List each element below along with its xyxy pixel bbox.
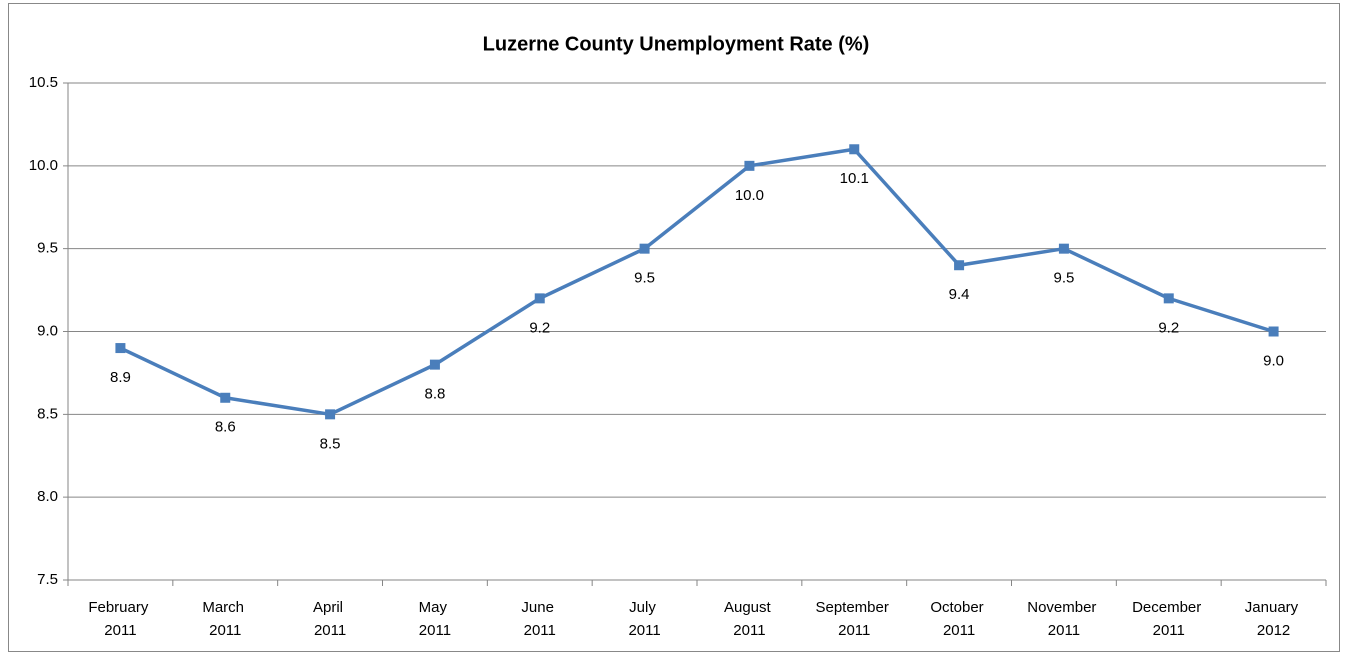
- x-tick-label: February 2011: [88, 599, 152, 639]
- marker: [115, 343, 126, 354]
- x-tick-label: August 2011: [724, 599, 775, 639]
- marker: [954, 260, 965, 271]
- y-tick-label: 8.0: [37, 488, 58, 505]
- data-label: 9.2: [1158, 319, 1179, 336]
- data-label: 9.0: [1263, 352, 1284, 369]
- x-tick-label: April 2011: [313, 599, 347, 639]
- data-label: 8.8: [424, 386, 445, 403]
- x-tick-label: January 2012: [1245, 599, 1303, 639]
- marker: [639, 243, 650, 254]
- y-tick-label: 10.5: [29, 74, 58, 91]
- data-label: 9.2: [529, 319, 550, 336]
- y-tick-label: 7.5: [37, 571, 58, 588]
- data-label: 8.6: [215, 419, 236, 436]
- x-tick-label: September 2011: [815, 599, 893, 639]
- data-label: 9.4: [949, 286, 970, 303]
- x-tick-label: July 2011: [628, 599, 660, 639]
- y-tick-label: 9.0: [37, 322, 58, 339]
- marker: [849, 144, 860, 155]
- chart-border: [8, 3, 1340, 652]
- marker: [220, 392, 231, 403]
- data-label: 8.5: [320, 435, 341, 452]
- y-tick-label: 9.5: [37, 240, 58, 257]
- chart-title: Luzerne County Unemployment Rate (%): [483, 33, 870, 55]
- marker: [1268, 326, 1279, 337]
- series-line: [119, 147, 1275, 417]
- marker: [429, 359, 440, 370]
- marker: [744, 160, 755, 171]
- marker: [325, 409, 336, 420]
- data-label: 8.9: [110, 369, 131, 386]
- data-label: 9.5: [634, 270, 655, 287]
- data-label: 10.1: [840, 170, 869, 187]
- y-tick-label: 10.0: [29, 157, 58, 174]
- x-tick-label: November 2011: [1027, 599, 1100, 639]
- x-tick-label: March 2011: [202, 599, 248, 639]
- x-tick-label: May 2011: [419, 599, 452, 639]
- marker: [1058, 243, 1069, 254]
- data-label: 10.0: [735, 187, 764, 204]
- x-tick-label: June 2011: [521, 599, 558, 639]
- x-tick-label: December 2011: [1132, 599, 1205, 639]
- y-tick-label: 8.5: [37, 405, 58, 422]
- marker: [534, 293, 545, 304]
- x-tick-label: October 2011: [930, 599, 988, 639]
- marker: [1163, 293, 1174, 304]
- data-label: 9.5: [1053, 270, 1074, 287]
